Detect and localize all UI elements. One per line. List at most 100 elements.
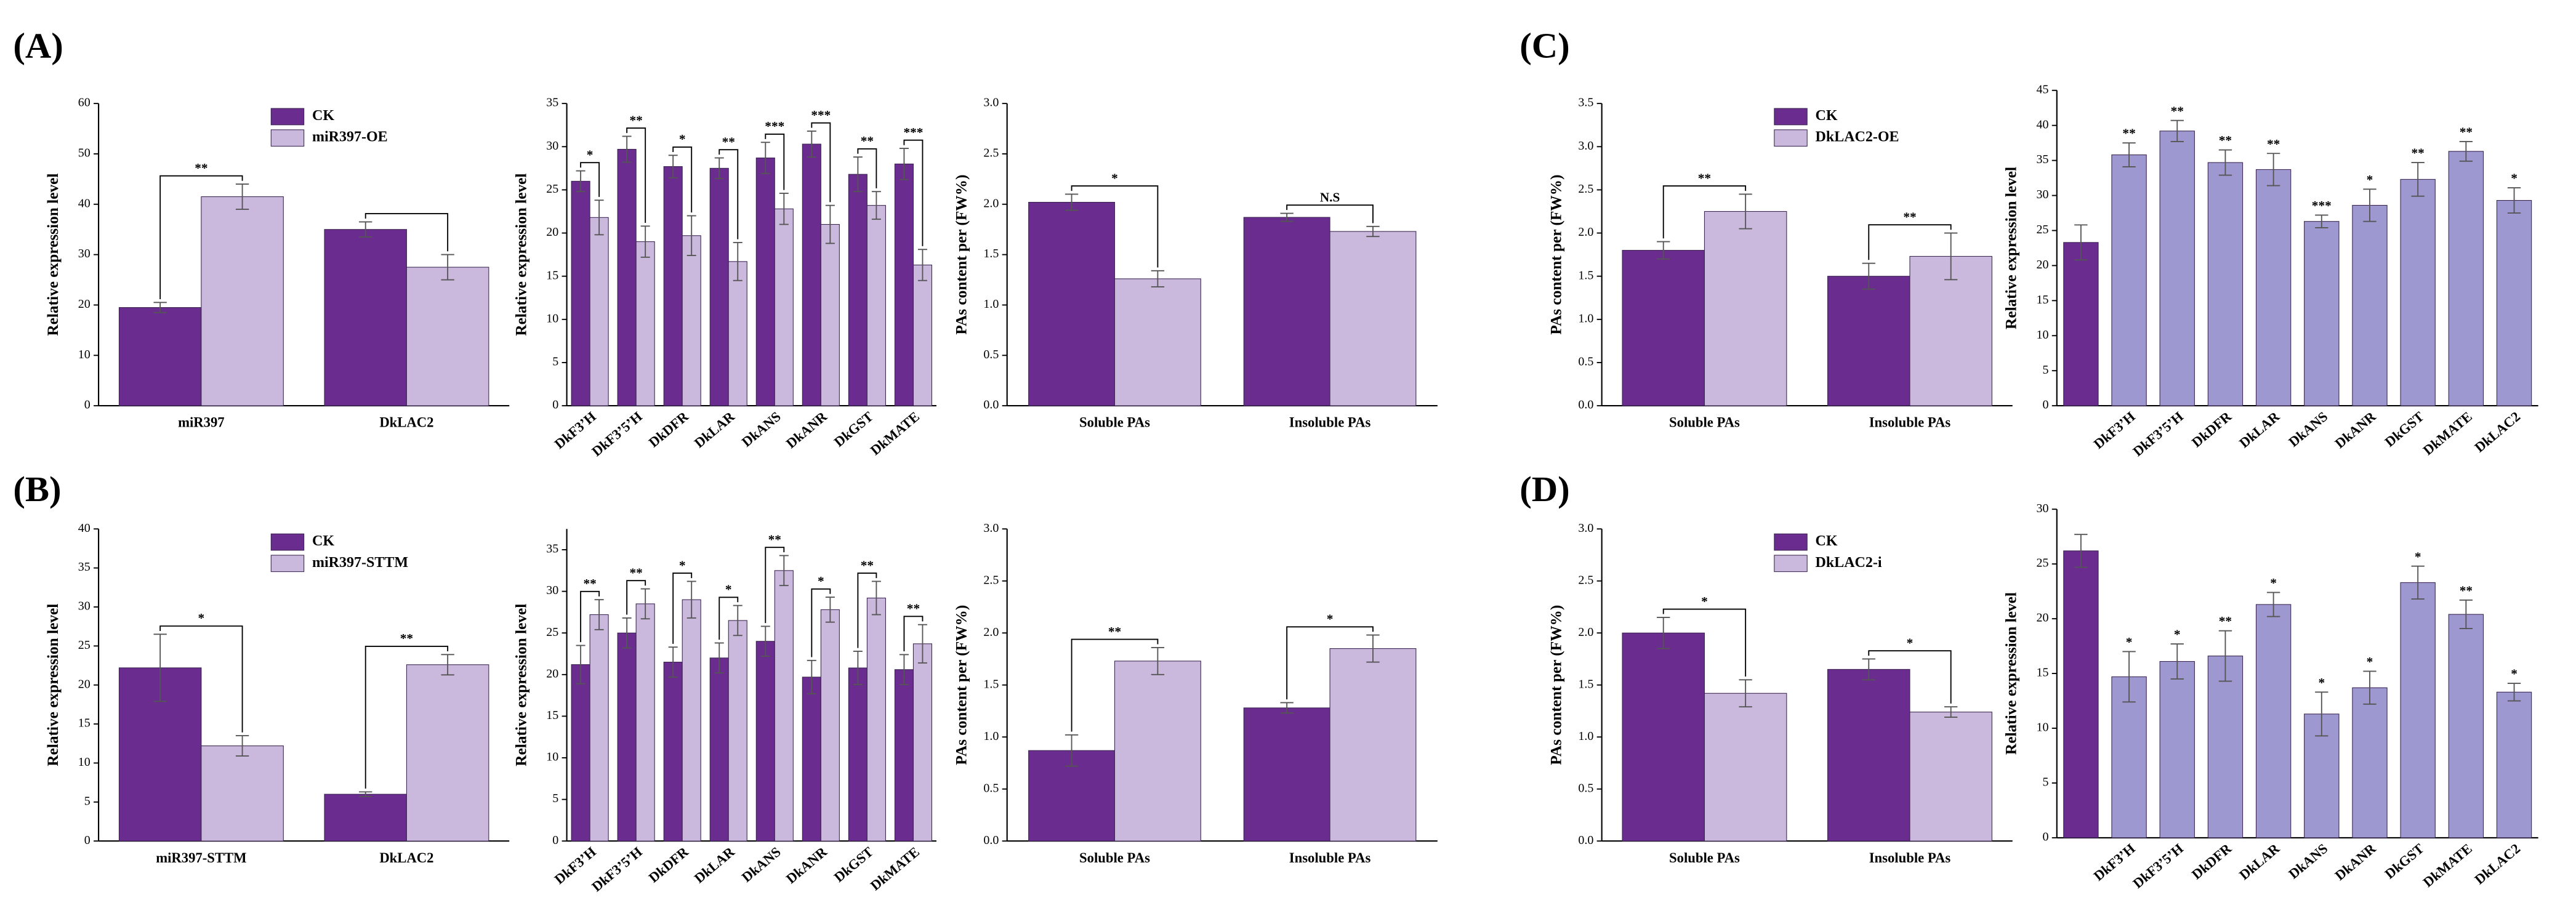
error-bar — [2459, 140, 2473, 162]
y-tick-label: 5 — [552, 355, 558, 369]
significance-label: * — [2318, 675, 2325, 690]
bar — [1114, 661, 1201, 842]
bar — [1329, 231, 1417, 406]
x-tick-label: DkLAR — [2236, 408, 2282, 451]
x-tick-label: DkANR — [2332, 840, 2379, 883]
x-tick-label: Soluble PAs — [1079, 415, 1150, 430]
error-bar — [1862, 262, 1875, 290]
legend-label: CK — [312, 108, 334, 124]
significance-bracket — [718, 149, 739, 239]
significance-label: * — [1327, 611, 1334, 626]
y-tick-label: 1.0 — [983, 297, 999, 311]
significance-bracket — [903, 139, 924, 246]
y-tick-label: 2.0 — [1578, 625, 1593, 639]
significance-label: ** — [861, 134, 874, 148]
error-bar — [853, 156, 863, 193]
y-tick-label: 10 — [2036, 721, 2048, 734]
legend-swatch — [1774, 555, 1808, 572]
y-tick-label: 15 — [2036, 293, 2048, 307]
error-bar — [1151, 646, 1165, 675]
legend-label: CK — [1816, 533, 1838, 549]
y-tick-label: 25 — [546, 625, 558, 639]
bar — [820, 223, 840, 406]
error-bar — [2411, 565, 2425, 600]
y-axis-label: Relative expression level — [2003, 167, 2020, 329]
error-bar — [2170, 643, 2184, 680]
y-tick-label: 0.0 — [983, 398, 999, 412]
x-tick-label: DkLAR — [691, 844, 738, 886]
bar — [2255, 169, 2292, 406]
bar — [728, 620, 747, 842]
error-bar — [2122, 142, 2136, 167]
x-tick-label: DkF3’5’H — [2130, 409, 2186, 460]
bar — [1827, 276, 1910, 406]
bar — [2207, 656, 2244, 838]
bar — [709, 167, 729, 406]
y-tick-label: 2.5 — [1578, 573, 1593, 587]
error-bar — [917, 249, 927, 281]
x-tick-label: miR397-STTM — [156, 850, 246, 866]
y-tick-label: 2.5 — [983, 573, 999, 587]
error-bar — [1739, 679, 1752, 708]
error-bar — [733, 605, 743, 637]
x-tick-label: DkANR — [2332, 408, 2379, 451]
y-tick-label: 3.0 — [983, 521, 999, 535]
y-tick-label: 10 — [546, 750, 558, 764]
bar — [635, 241, 655, 406]
significance-label: ** — [629, 113, 642, 127]
legend-swatch — [1774, 108, 1808, 126]
y-tick-label: 30 — [2036, 188, 2048, 201]
significance-label: ** — [400, 631, 413, 646]
y-tick-label: 5 — [2042, 363, 2048, 377]
error-bar — [853, 651, 863, 685]
y-tick-label: 15 — [546, 709, 558, 722]
y-tick-label: 15 — [78, 717, 91, 730]
error-bar — [359, 221, 372, 238]
y-tick-label: 2.0 — [1578, 225, 1593, 239]
significance-label: * — [679, 132, 686, 147]
error-bar — [2122, 651, 2136, 703]
y-tick-label: 20 — [546, 225, 558, 239]
bar — [802, 143, 821, 406]
error-bar — [441, 254, 454, 281]
error-bar — [2507, 187, 2521, 214]
y-tick-label: 35 — [546, 542, 558, 556]
error-bar — [235, 735, 249, 757]
x-tick-label: DkMATE — [867, 844, 922, 893]
y-tick-label: 0.5 — [1578, 355, 1593, 369]
bar — [1909, 712, 1992, 842]
y-tick-label: 35 — [546, 96, 558, 110]
x-tick-label: DkF3’5’H — [589, 409, 645, 460]
bar — [820, 609, 840, 842]
bar — [2063, 242, 2099, 406]
bar — [1704, 211, 1787, 406]
y-tick-label: 30 — [546, 584, 558, 597]
bar — [1329, 648, 1417, 842]
bar — [774, 570, 794, 842]
significance-label: ** — [2171, 103, 2184, 118]
y-tick-label: 20 — [2036, 258, 2048, 271]
significance-label: ** — [195, 161, 207, 175]
error-bar — [668, 646, 678, 678]
y-tick-label: 0 — [2042, 830, 2048, 843]
error-bar — [2218, 630, 2232, 682]
error-bar — [359, 791, 372, 797]
significance-label: * — [1907, 635, 1914, 650]
bar — [2159, 131, 2195, 406]
significance-bracket — [580, 590, 600, 643]
significance-label: ** — [768, 532, 781, 547]
bar — [663, 166, 683, 406]
legend-label: miR397-STTM — [312, 555, 408, 571]
bar — [866, 597, 886, 842]
error-bar — [1280, 212, 1294, 222]
x-tick-label: DkLAC2 — [2471, 409, 2523, 456]
significance-label: *** — [765, 119, 784, 134]
y-tick-label: 1.5 — [1578, 268, 1593, 282]
significance-bracket — [626, 127, 646, 223]
significance-label: ** — [2460, 124, 2473, 139]
error-bar — [1065, 193, 1079, 211]
significance-bracket — [857, 572, 877, 648]
bar — [912, 264, 932, 406]
significance-label: * — [2367, 172, 2373, 187]
